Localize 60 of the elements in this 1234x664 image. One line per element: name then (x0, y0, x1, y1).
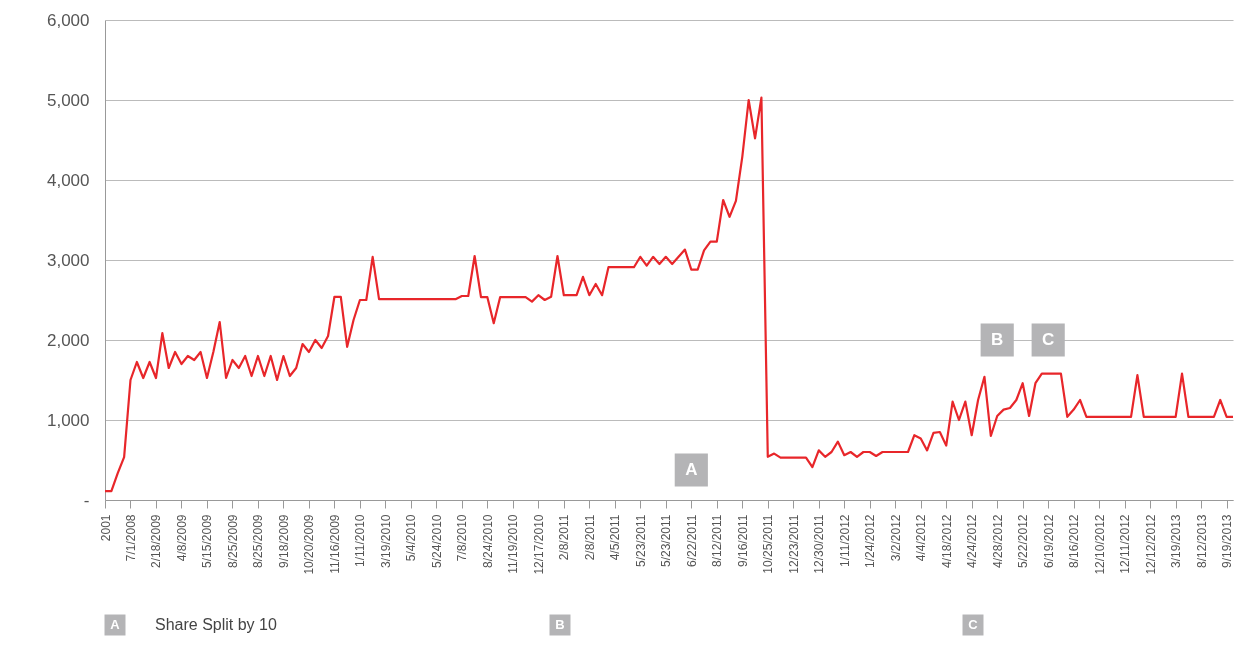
y-tick-label: 2,000 (46, 330, 90, 350)
x-tick-label: 12/30/2011 (812, 514, 827, 574)
x-tick-label: 4/5/2011 (608, 514, 623, 561)
annotation: C (1042, 330, 1055, 349)
x-tick-label: 4/28/2012 (990, 514, 1005, 568)
y-tick-label: 4,000 (46, 170, 90, 190)
x-tick-label: 4/18/2012 (939, 514, 954, 568)
x-tick-label: 8/12/2013 (1194, 514, 1209, 568)
x-tick-label: 5/23/2011 (633, 514, 648, 567)
annotation: B (991, 330, 1004, 349)
x-tick-label: 6/19/2012 (1041, 514, 1056, 568)
x-tick-label: 10/25/2011 (761, 514, 776, 574)
x-tick-label: 9/19/2013 (1220, 514, 1234, 568)
x-tick-label: 2/18/2009 (149, 514, 164, 568)
x-tick-label: 12/11/2012 (1118, 514, 1133, 574)
y-tick-label: 6,000 (46, 10, 90, 30)
x-tick-label: 5/24/2010 (429, 514, 444, 568)
x-tick-label: 12/23/2011 (786, 514, 801, 574)
x-tick-label: 7/8/2010 (455, 514, 470, 562)
x-tick-label: 5/23/2011 (659, 514, 674, 567)
x-tick-label: 4/4/2012 (914, 514, 929, 562)
y-tick-label: - (83, 490, 90, 510)
x-tick-label: 8/12/2011 (710, 514, 725, 567)
y-tick-label: 1,000 (46, 410, 90, 430)
x-tick-label: 3/19/2010 (378, 514, 393, 568)
x-tick-label: 11/19/2010 (506, 514, 521, 574)
text: A (110, 617, 120, 632)
x-tick-label: 5/15/2009 (200, 514, 215, 568)
x-tick-label: 3/19/2013 (1169, 514, 1184, 568)
x-tick-label: 5/22/2012 (1016, 514, 1031, 568)
x-tick-label: 1/24/2012 (863, 514, 878, 568)
x-tick-label: 11/16/2009 (327, 514, 342, 574)
x-tick-label: 8/16/2012 (1067, 514, 1082, 568)
x-tick-label: 12/10/2012 (1092, 514, 1107, 575)
text: C (968, 617, 978, 632)
x-tick-label: 2/8/2011 (582, 514, 597, 561)
x-tick-label: 10/20/2009 (302, 514, 317, 575)
x-tick-label: 12/12/2012 (1143, 514, 1158, 575)
x-tick-label: 12/17/2010 (531, 514, 546, 575)
x-tick-label: 9/16/2011 (735, 514, 750, 567)
x-tick-label: 3/2/2012 (888, 514, 903, 562)
x-tick-label: 6/22/2011 (684, 514, 699, 567)
x-tick-label: 8/25/2009 (225, 514, 240, 568)
x-tick-label: 4/24/2012 (965, 514, 980, 568)
x-tick-label: 7/1/2008 (123, 514, 138, 562)
x-tick-label: 9/18/2009 (276, 514, 291, 568)
x-tick-label: 1/11/2010 (353, 514, 368, 567)
x-tick-label: 4/8/2009 (174, 514, 189, 562)
x-tick-label: 2001 (98, 514, 113, 542)
annotation: A (685, 460, 698, 479)
x-tick-label: 8/25/2009 (251, 514, 266, 568)
text: B (555, 617, 565, 632)
x-tick-label: 5/4/2010 (404, 514, 419, 562)
y-tick-label: 3,000 (46, 250, 90, 270)
x-tick-label: 2/8/2011 (557, 514, 572, 561)
x-tick-label: 8/24/2010 (480, 514, 495, 568)
line-series (103, 96, 1234, 493)
y-tick-label: 5,000 (46, 90, 90, 110)
x-tick-label: 1/11/2012 (837, 514, 852, 567)
text: Share Split by 10 (155, 616, 277, 633)
